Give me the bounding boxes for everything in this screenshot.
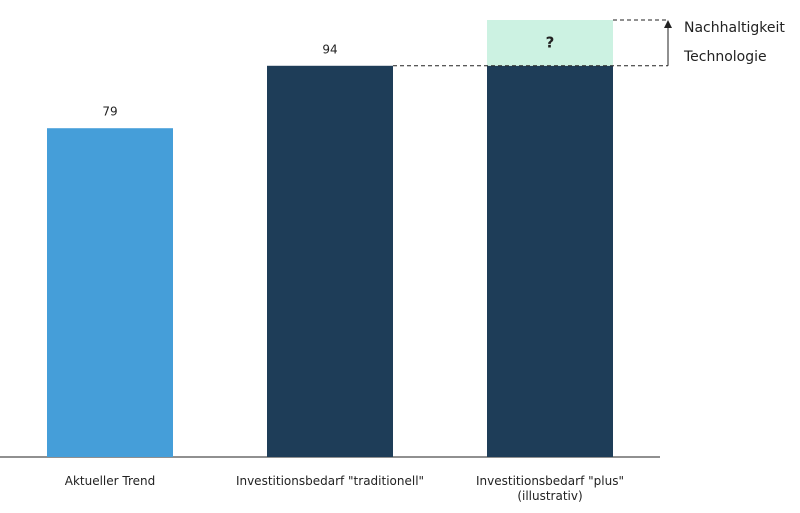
bar <box>47 128 173 457</box>
bar <box>267 65 393 458</box>
bar <box>487 20 613 66</box>
annotation: Nachhaltigkeit <box>684 20 785 36</box>
x-tick-label: Investitionsbedarf "plus" (illustrativ) <box>476 474 624 503</box>
value-label: 94 <box>322 42 337 56</box>
x-tick-label: Investitionsbedarf "traditionell" <box>235 474 425 488</box>
value-label: 79 <box>102 105 117 119</box>
x-tick-label: Aktueller Trend <box>64 474 156 488</box>
annotation: Technologie <box>683 49 767 65</box>
value-label: ? <box>546 33 555 51</box>
arrow-head <box>664 20 672 28</box>
bar <box>487 65 613 458</box>
